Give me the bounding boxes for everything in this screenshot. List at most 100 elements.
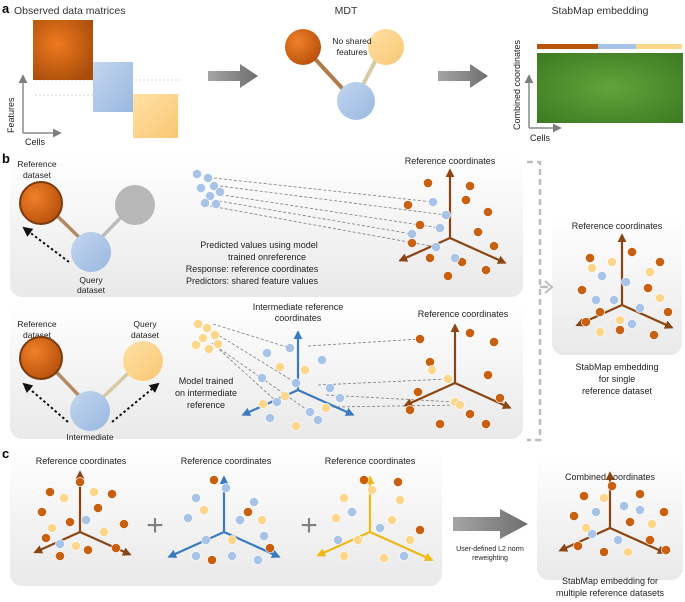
c3-blue-dot — [347, 507, 357, 517]
b-top-reference-line2: dataset — [23, 170, 52, 180]
b-top-ref-dot — [473, 227, 483, 237]
panel-label-b: b — [2, 151, 10, 166]
c2-blue-dot — [221, 483, 231, 493]
bracket-arrowhead — [544, 280, 554, 294]
plus-sign-2: + — [300, 509, 318, 542]
c3-yellow-dot — [379, 553, 389, 563]
c2-orange-dot — [243, 507, 253, 517]
b-right-blue-dot — [635, 303, 645, 313]
b-top-source-dot — [211, 199, 221, 209]
b-bot-yellow-node — [123, 341, 163, 381]
b-top-ref-dot — [407, 238, 417, 248]
query-matrix — [93, 62, 133, 112]
c3-yellow-dot — [339, 551, 349, 561]
c1-orange-dot — [93, 503, 103, 513]
b-bot-intermediate-node — [70, 391, 110, 431]
b-bot-int-blue-dot — [335, 393, 345, 403]
reweight-line2: reweighting — [472, 555, 508, 562]
b-bot-model-line3: reference — [187, 400, 225, 410]
b-top-ref-dot — [461, 195, 471, 205]
b-bot-int-axis-2 — [297, 388, 355, 416]
mdt-reference-node — [285, 29, 321, 65]
c-right-axis-2 — [609, 526, 667, 554]
b-right-orange-dot — [581, 317, 591, 327]
c1-blue-dot — [81, 515, 91, 525]
b-top-source-dot — [200, 198, 210, 208]
b-bot-ref-yellow-dot — [455, 400, 465, 410]
b-top-ref-dot — [481, 265, 491, 275]
b-right-yellow-dot — [645, 267, 655, 277]
b-bot-prediction-lines — [211, 323, 461, 413]
b-top-source-dot — [209, 181, 219, 191]
c2-blue-dot — [259, 531, 269, 541]
no-shared-line2: features — [337, 47, 368, 57]
panel-label-c: c — [2, 446, 9, 461]
c-right-orange-dot — [573, 541, 583, 551]
b-bot-int-blue-dot — [313, 415, 323, 425]
b-top-query-line1: Query — [79, 275, 103, 285]
c2-blue-dot — [191, 493, 201, 503]
c-right-yellow-dot — [647, 519, 657, 529]
big-arrow-1 — [208, 64, 258, 88]
c1-orange-dot — [75, 477, 85, 487]
c3-yellow-dot — [353, 535, 363, 545]
c-ref-coords-3: Reference coordinates — [325, 456, 416, 466]
panel-c-box — [10, 446, 442, 586]
c-right-orange-dot — [645, 535, 655, 545]
b-top-ref-dot — [415, 220, 425, 230]
c-right-yellow-dot — [623, 547, 633, 557]
b-bot-source-dot — [202, 323, 212, 333]
b-bot-int-blue-dot — [265, 413, 275, 423]
b-bot-int-blue-dot — [291, 378, 301, 388]
c-ref-coords-2: Reference coordinates — [181, 456, 272, 466]
c-right-orange-dot — [599, 547, 609, 557]
b-top-trained-on: trained on — [228, 252, 268, 262]
c-right-blue-dot — [613, 535, 623, 545]
b-top-axis-1 — [398, 236, 451, 262]
b-bot-ref-orange-dot — [483, 370, 493, 380]
b-bot-intermediate-label: Intermediate — [66, 432, 114, 442]
big-arrow-2 — [438, 64, 488, 88]
c-caption-line1: StabMap embedding for — [562, 576, 658, 586]
c3-yellow-dot — [395, 495, 405, 505]
c3-blue-dot — [375, 523, 385, 533]
b-right-orange-dot — [615, 325, 625, 335]
c3-yellow-dot — [331, 513, 341, 523]
b-top-query-dot — [431, 242, 441, 252]
b-bot-query-line1: Query — [133, 319, 157, 329]
c-right-orange-dot — [607, 481, 617, 491]
c3-orange-dot — [359, 475, 369, 485]
mdt-title: MDT — [335, 5, 358, 17]
b-top-ref-dot — [425, 253, 435, 263]
b-right-yellow-dot — [615, 315, 625, 325]
c-right-blue-dot — [591, 507, 601, 517]
c2-orange-dot — [265, 543, 275, 553]
mdt-query-node — [337, 82, 375, 120]
c-right-blue-dot — [619, 501, 629, 511]
b-bot-ref-orange-dot — [489, 337, 499, 347]
b-bot-ref-orange-dot — [413, 387, 423, 397]
plus-sign-1: + — [146, 509, 164, 542]
b-right-orange-dot — [655, 257, 665, 267]
b-bot-int-blue-dot — [262, 348, 272, 358]
b-top-grey-node — [115, 185, 155, 225]
b-top-query-dot — [407, 229, 417, 239]
c-right-blue-dot — [635, 505, 645, 515]
cells-axis-label: Cells — [25, 137, 46, 147]
c3-blue-dot — [333, 535, 343, 545]
c2-yellow-dot — [227, 535, 237, 545]
b-bot-int-yellow-dot — [321, 403, 331, 413]
c-right-yellow-dot — [599, 493, 609, 503]
c1-orange-dot — [65, 517, 75, 527]
c2-blue-dot — [201, 535, 211, 545]
c3-yellow-dot — [367, 485, 377, 495]
b-right-yellow-dot — [607, 257, 617, 267]
c3-orange-dot — [393, 477, 403, 487]
b-bot-ref-orange-dot — [465, 409, 475, 419]
b-top-reference-word: reference — [268, 252, 306, 262]
c-right-orange-dot — [625, 517, 635, 527]
b-top-predictors: Predictors: shared feature values — [186, 276, 319, 286]
b-right-blue-dot — [627, 319, 637, 329]
b-bot-ref-orange-dot — [415, 334, 425, 344]
